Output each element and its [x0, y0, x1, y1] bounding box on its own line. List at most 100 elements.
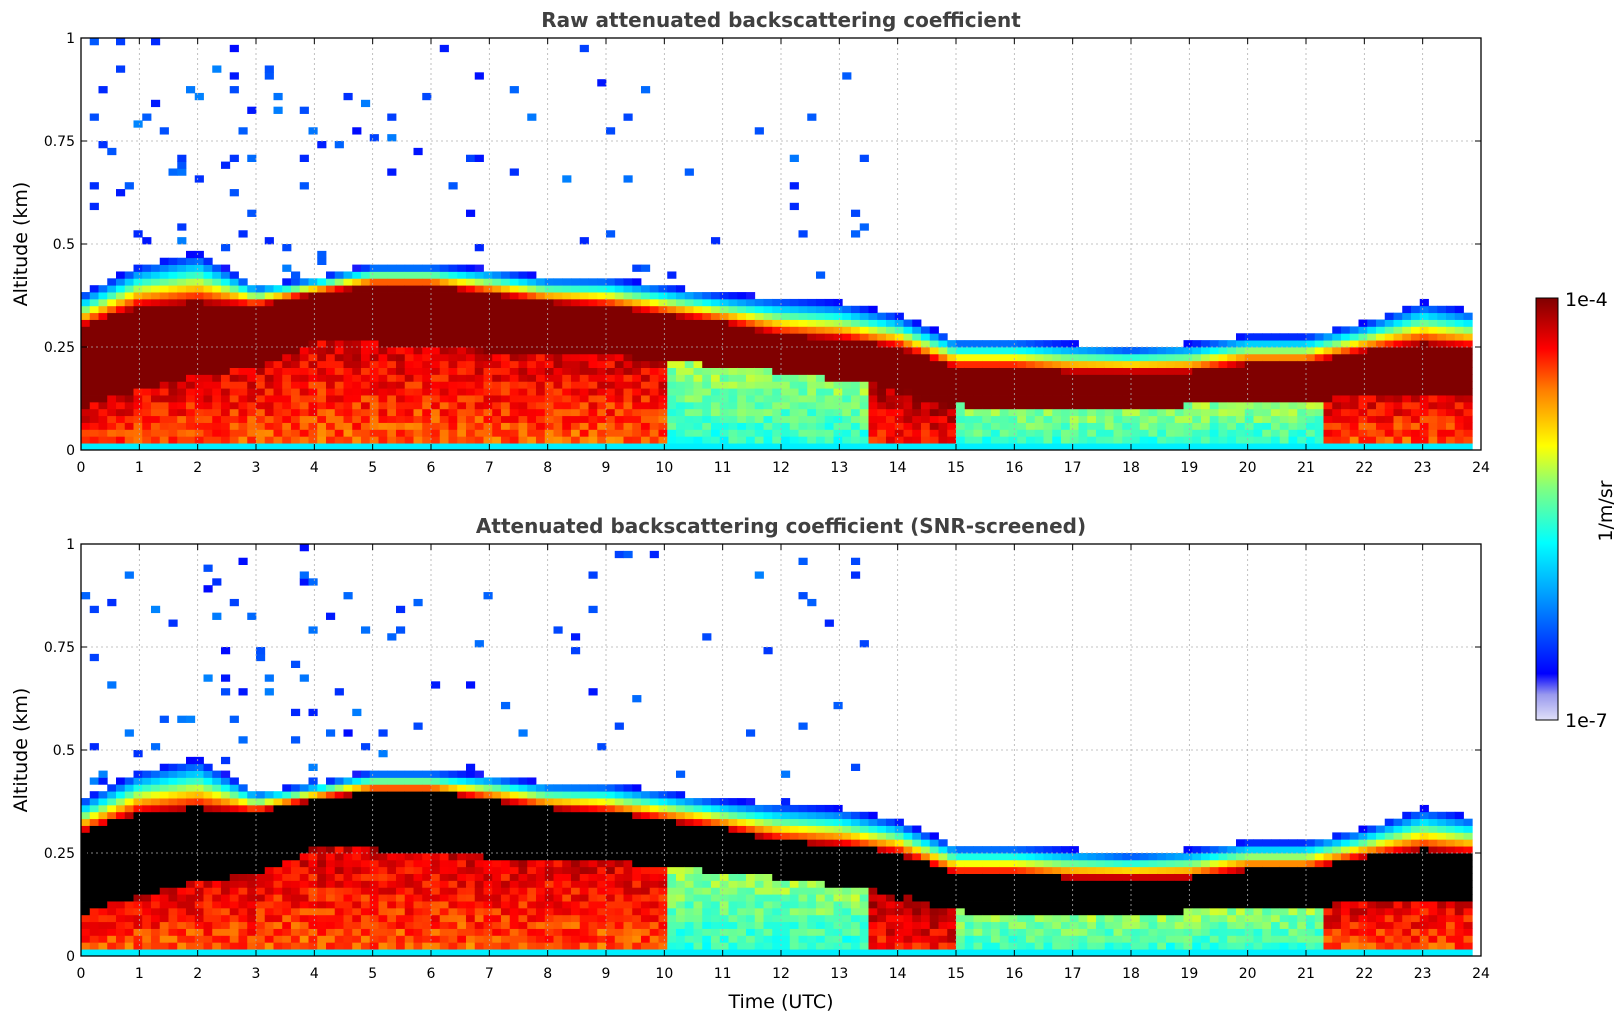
panel-raw-ticks: 0 1 2 3 4 5 6 7 8 9 10 11 12 13 14 15 16 17 18 19 20 21 22 23 24…: [44, 31, 1490, 476]
heatmap-cell: [107, 846, 117, 854]
heatmap-cell: [107, 381, 117, 389]
heatmap-cell: [221, 770, 231, 778]
heatmap-cell: [378, 935, 388, 943]
heatmap-cell: [632, 443, 642, 451]
heatmap-cell: [1113, 429, 1123, 437]
heatmap-cell: [124, 804, 134, 813]
heatmap-cell: [203, 415, 213, 423]
heatmap-cell: [921, 353, 931, 362]
heatmap-cell: [273, 92, 283, 101]
heatmap-cell: [396, 942, 406, 950]
x-tick-label: 8: [543, 460, 552, 476]
heatmap-cell: [168, 271, 178, 279]
heatmap-cell: [291, 832, 301, 840]
heatmap-cell: [361, 305, 371, 314]
heatmap-cell: [396, 305, 406, 314]
heatmap-cell: [334, 825, 344, 833]
heatmap-cell: [133, 415, 143, 423]
heatmap-cell: [396, 415, 406, 423]
heatmap-cell: [894, 367, 904, 375]
heatmap-cell: [299, 312, 309, 320]
heatmap-cell: [448, 832, 458, 840]
heatmap-cell: [693, 319, 703, 327]
heatmap-cell: [124, 928, 134, 936]
heatmap-cell: [579, 408, 589, 417]
heatmap-cell: [886, 319, 896, 327]
heatmap-cell: [483, 401, 493, 410]
heatmap-cell: [947, 429, 957, 437]
heatmap-cell: [833, 443, 843, 451]
heatmap-cell: [317, 894, 327, 902]
heatmap-cell: [929, 401, 939, 410]
heatmap-cell: [824, 429, 834, 437]
heatmap-cell: [1061, 415, 1071, 423]
heatmap-cell: [1166, 429, 1176, 437]
heatmap-cell: [177, 846, 187, 854]
heatmap-cell: [273, 408, 283, 417]
heatmap-cell: [999, 388, 1009, 396]
heatmap-cell: [737, 333, 747, 341]
heatmap-cell: [1052, 436, 1062, 444]
heatmap-cell: [658, 333, 668, 341]
heatmap-cell: [387, 777, 397, 785]
heatmap-cell: [737, 374, 747, 382]
heatmap-cell: [404, 340, 414, 348]
heatmap-cell: [1183, 429, 1193, 437]
heatmap-cell: [317, 921, 327, 929]
heatmap-cell: [527, 353, 537, 362]
heatmap-cell: [1358, 408, 1368, 417]
heatmap-cell: [684, 319, 694, 327]
heatmap-cell: [404, 374, 414, 382]
heatmap-cell: [282, 347, 292, 355]
heatmap-cell: [746, 360, 756, 368]
heatmap-cell: [474, 292, 484, 300]
heatmap-cell: [212, 367, 222, 375]
heatmap-cell: [518, 381, 528, 389]
heatmap-cell: [719, 443, 729, 451]
heatmap-cell: [256, 907, 266, 916]
heatmap-cell: [247, 839, 257, 847]
heatmap-cell: [98, 846, 108, 854]
heatmap-cell: [413, 347, 423, 355]
heatmap-cell: [466, 347, 476, 355]
heatmap-cell: [413, 784, 423, 792]
heatmap-cell: [116, 298, 126, 307]
heatmap-cell: [203, 443, 213, 451]
heatmap-cell: [142, 367, 152, 375]
heatmap-cell: [221, 887, 231, 895]
heatmap-cell: [457, 353, 467, 362]
heatmap-cell: [658, 353, 668, 362]
heatmap-cell: [1323, 401, 1333, 410]
heatmap-cell: [606, 360, 616, 368]
heatmap-cell: [326, 853, 336, 861]
heatmap-cell: [1262, 374, 1272, 382]
heatmap-cell: [1183, 443, 1193, 451]
heatmap-cell: [168, 360, 178, 368]
heatmap-cell: [938, 436, 948, 444]
heatmap-cell: [308, 880, 318, 888]
heatmap-cell: [1096, 422, 1106, 430]
heatmap-cell: [326, 298, 336, 307]
heatmap-cell: [1341, 353, 1351, 362]
heatmap-cell: [282, 928, 292, 936]
heatmap-cell: [352, 312, 362, 320]
heatmap-cell: [89, 935, 99, 943]
heatmap-cell: [81, 832, 91, 840]
heatmap-cell: [536, 443, 546, 451]
heatmap-cell: [422, 798, 432, 806]
heatmap-cell: [264, 791, 274, 799]
heatmap-cell: [842, 429, 852, 437]
heatmap-cell: [501, 429, 511, 437]
heatmap-cell: [352, 880, 362, 888]
heatmap-cell: [133, 278, 143, 286]
heatmap-cell: [1244, 429, 1254, 437]
heatmap-cell: [448, 901, 458, 909]
heatmap-cell: [1332, 429, 1342, 437]
heatmap-cell: [439, 347, 449, 355]
heatmap-cell: [1096, 395, 1106, 403]
heatmap-cell: [107, 942, 117, 950]
heatmap-cell: [151, 340, 161, 348]
heatmap-cell: [317, 360, 327, 368]
heatmap-cell: [247, 791, 257, 799]
heatmap-cell: [317, 285, 327, 293]
